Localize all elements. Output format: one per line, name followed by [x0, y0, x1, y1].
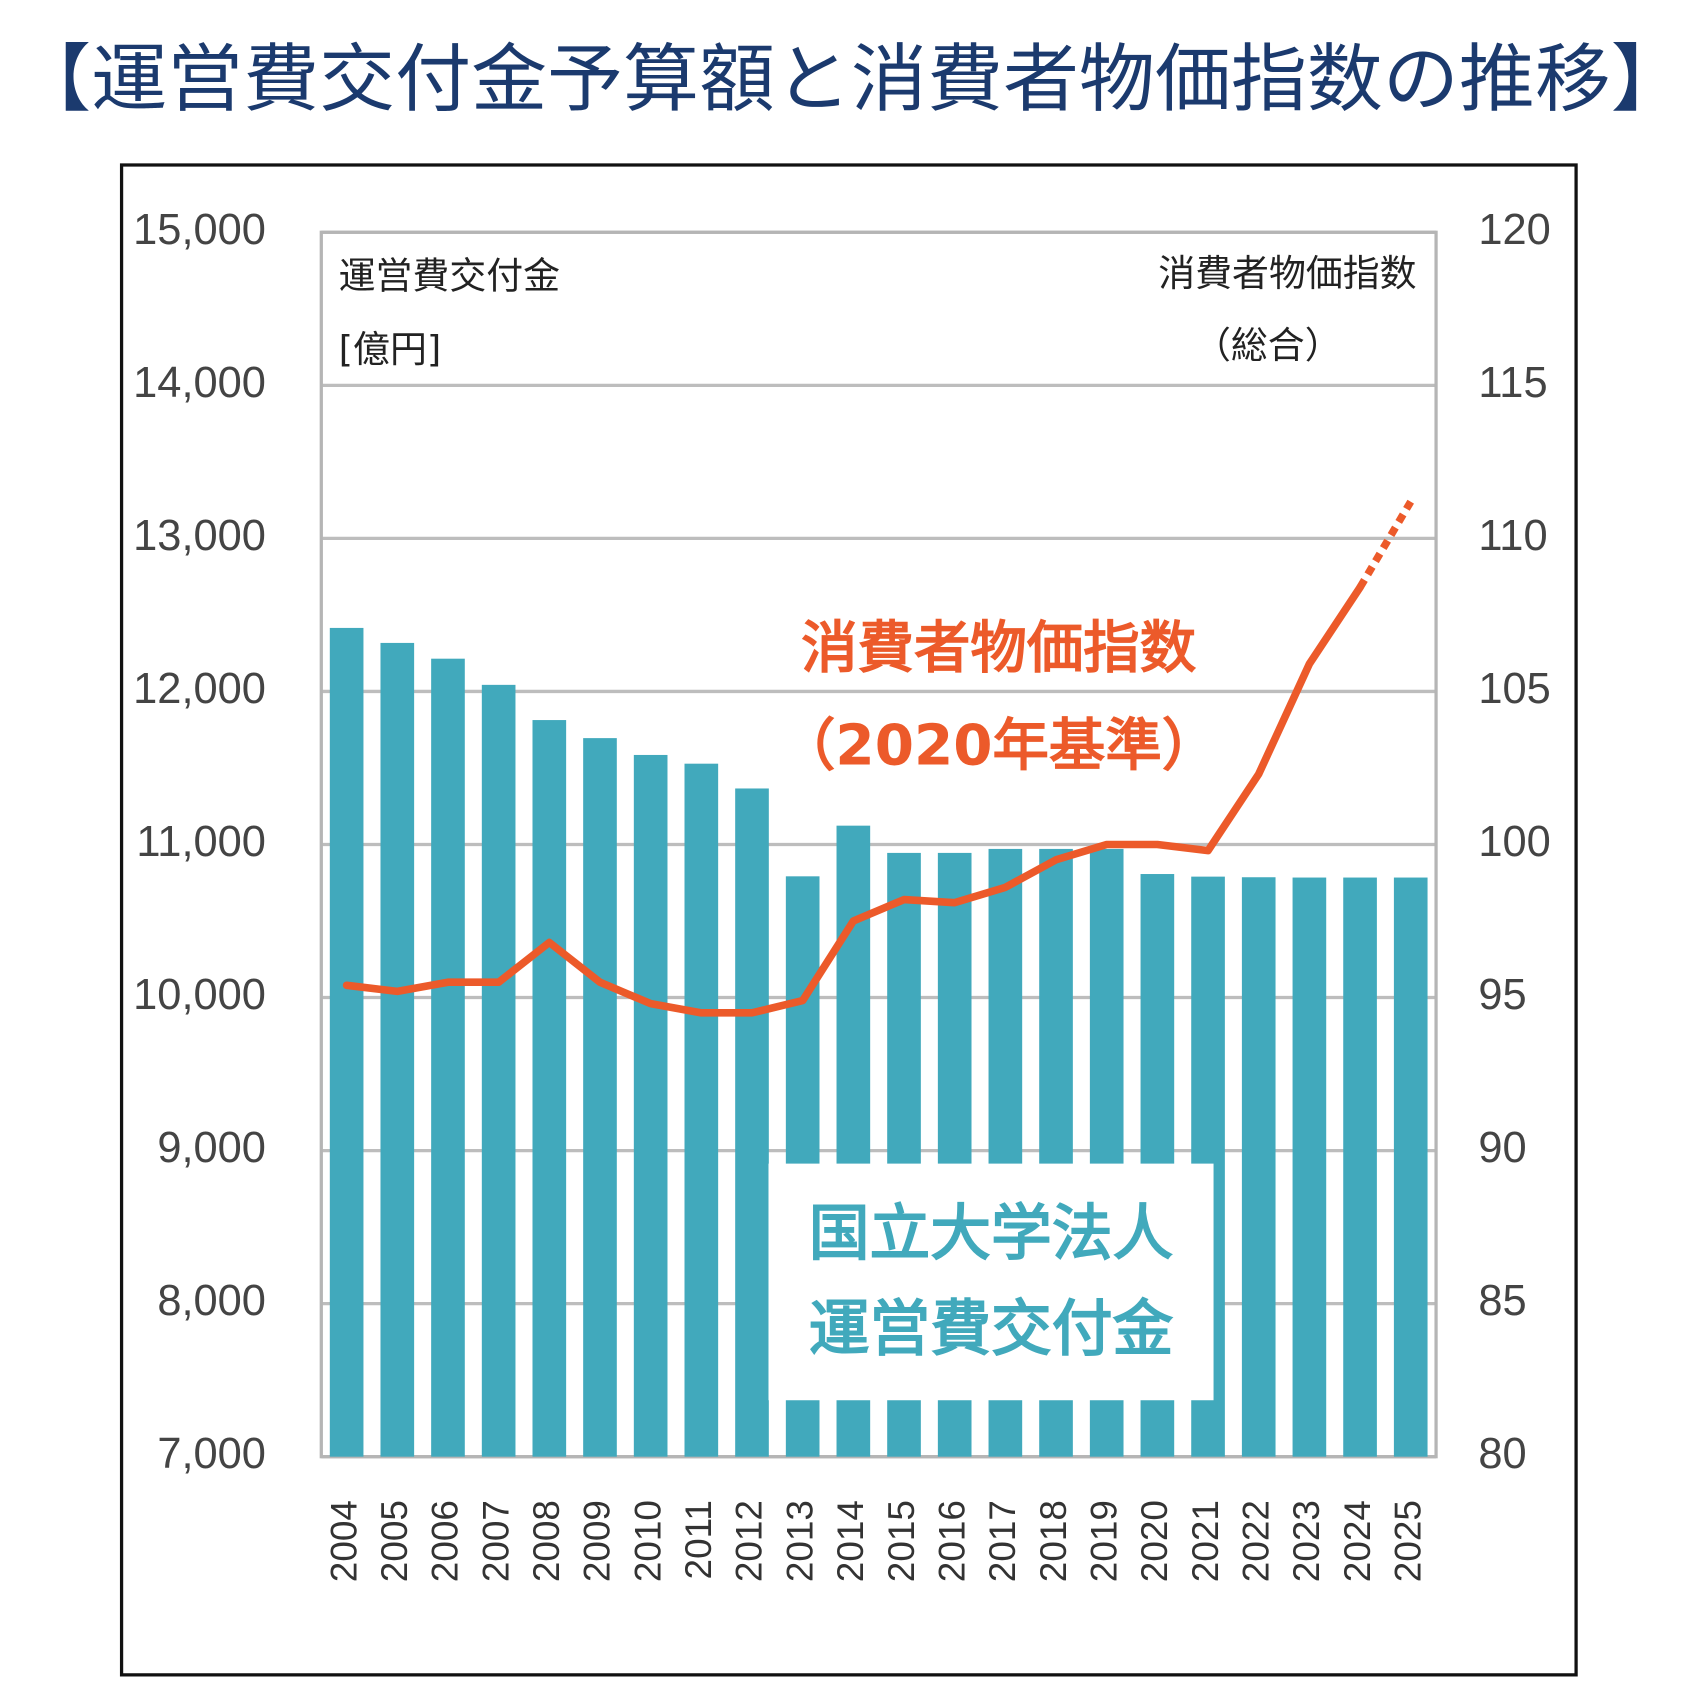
y2-tick-label: 100 — [1478, 818, 1550, 866]
x-tick-label: 2007 — [475, 1500, 516, 1582]
x-tick-label: 2013 — [779, 1500, 820, 1582]
y-tick-label: 15,000 — [133, 206, 266, 254]
x-tick-label: 2019 — [1083, 1500, 1124, 1582]
plot-border — [319, 230, 1438, 1459]
y2-tick-label: 85 — [1478, 1277, 1526, 1325]
legend-label: 運営費交付金 — [809, 1295, 1174, 1365]
x-tick-label: 2004 — [323, 1500, 364, 1582]
y-tick-label: 8,000 — [157, 1277, 266, 1325]
y-tick-label: 7,000 — [157, 1430, 266, 1478]
bar — [380, 642, 415, 1457]
y2-tick-label: 115 — [1478, 359, 1547, 407]
line-projection — [1356, 499, 1414, 590]
bar — [532, 720, 567, 1457]
line — [342, 583, 1364, 1017]
x-tick-label: 2012 — [729, 1500, 770, 1582]
y2-tick-label: 80 — [1478, 1430, 1526, 1478]
bar — [1292, 877, 1327, 1457]
y2-tick-label: 90 — [1478, 1124, 1526, 1172]
bar — [633, 754, 668, 1457]
bar — [1393, 877, 1428, 1457]
y-tick-label: 12,000 — [133, 665, 266, 713]
line-label: 消費者物価指数 — [801, 616, 1197, 681]
frame — [119, 163, 1578, 1677]
legend-box — [768, 1163, 1214, 1401]
bar — [735, 788, 769, 1457]
x-tick-label: 2018 — [1033, 1500, 1074, 1582]
x-tick-label: 2006 — [425, 1500, 466, 1582]
x-tick-label: 2023 — [1286, 1500, 1327, 1582]
x-tick-label: 2010 — [627, 1500, 668, 1582]
bar — [431, 658, 465, 1457]
line-label: （2020年基準） — [779, 714, 1218, 779]
x-tick-label: 2014 — [830, 1500, 871, 1582]
y2-tick-label: 110 — [1478, 512, 1547, 560]
y2-tick-label: 105 — [1478, 665, 1550, 713]
x-tick-label: 2015 — [881, 1500, 922, 1582]
y-tick-label: 14,000 — [133, 359, 266, 407]
y-tick-label: 11,000 — [136, 818, 266, 866]
y-tick-label: 13,000 — [133, 512, 266, 560]
y2-axis-label: （総合） — [1194, 324, 1342, 367]
bar — [329, 627, 364, 1457]
x-tick-label: 2024 — [1337, 1500, 1378, 1582]
x-tick-label: 2016 — [931, 1500, 972, 1582]
legend-label: 国立大学法人 — [809, 1199, 1174, 1269]
y-axis-label: 運営費交付金 — [339, 254, 560, 297]
x-tick-label: 2021 — [1185, 1500, 1226, 1582]
bar — [1343, 877, 1377, 1457]
x-tick-label: 2017 — [982, 1500, 1023, 1582]
x-tick-label: 2008 — [526, 1500, 567, 1582]
y2-axis-label: 消費者物価指数 — [1158, 252, 1416, 295]
bar — [1241, 877, 1276, 1457]
x-tick-label: 2025 — [1387, 1500, 1428, 1582]
y-tick-label: 10,000 — [133, 971, 266, 1019]
bar — [684, 763, 719, 1457]
x-tick-label: 2011 — [678, 1500, 719, 1579]
y2-tick-label: 95 — [1478, 971, 1526, 1019]
x-tick-label: 2020 — [1134, 1500, 1175, 1582]
x-tick-label: 2022 — [1235, 1500, 1276, 1582]
y-tick-label: 9,000 — [157, 1124, 266, 1172]
y-axis-label: [億円] — [339, 328, 442, 371]
bar — [481, 684, 516, 1457]
y2-tick-label: 120 — [1478, 206, 1550, 254]
x-tick-label: 2009 — [577, 1500, 618, 1582]
x-tick-label: 2005 — [374, 1500, 415, 1582]
bar — [583, 738, 617, 1457]
chart-title: 【運営費交付金予算額と消費者物価指数の推移】 — [15, 37, 1687, 123]
